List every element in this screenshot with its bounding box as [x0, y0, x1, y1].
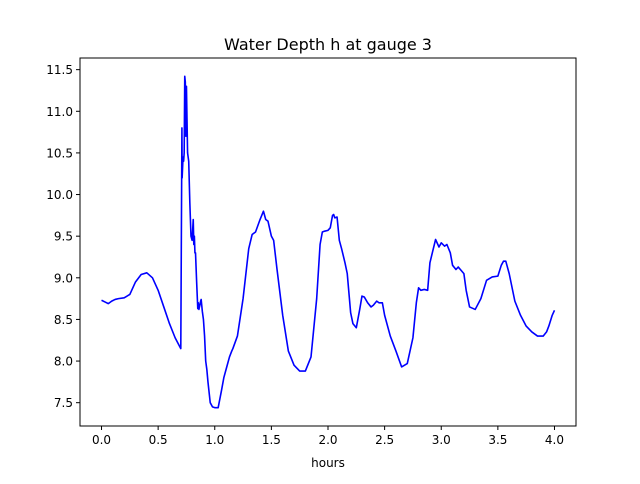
chart-title: Water Depth h at gauge 3: [224, 35, 432, 54]
x-axis-label: hours: [311, 456, 345, 470]
y-tick-label: 8.5: [54, 313, 73, 327]
y-tick-label: 9.5: [54, 230, 73, 244]
x-tick-label: 0.0: [92, 433, 111, 447]
x-tick-label: 2.0: [318, 433, 337, 447]
y-tick-label: 11.0: [46, 105, 73, 119]
plot-frame: [79, 57, 577, 427]
y-tick-label: 8.0: [54, 355, 73, 369]
plot-marks: [101, 75, 556, 409]
x-tick-label: 2.5: [375, 433, 394, 447]
y-tick-label: 9.0: [54, 271, 73, 285]
series-line-0: [101, 75, 556, 409]
y-tick-label: 10.5: [46, 146, 73, 160]
y-tick-label: 7.5: [54, 396, 73, 410]
y-tick-label: 11.5: [46, 63, 73, 77]
x-tick-label: 4.0: [545, 433, 564, 447]
x-tick-label: 1.5: [262, 433, 281, 447]
x-axis-ticks: 0.0 0.5 1.0 1.5 2.0 2.5 3.0 3.5 4.0: [92, 426, 564, 447]
x-tick-label: 3.5: [488, 433, 507, 447]
x-tick-label: 1.0: [205, 433, 224, 447]
y-axis-ticks: 7.5 8.0 8.5 9.0 9.5 10.0 10.5 11.0 11.5: [46, 63, 80, 410]
y-tick-label: 10.0: [46, 188, 73, 202]
x-tick-label: 3.0: [432, 433, 451, 447]
x-tick-label: 0.5: [149, 433, 168, 447]
